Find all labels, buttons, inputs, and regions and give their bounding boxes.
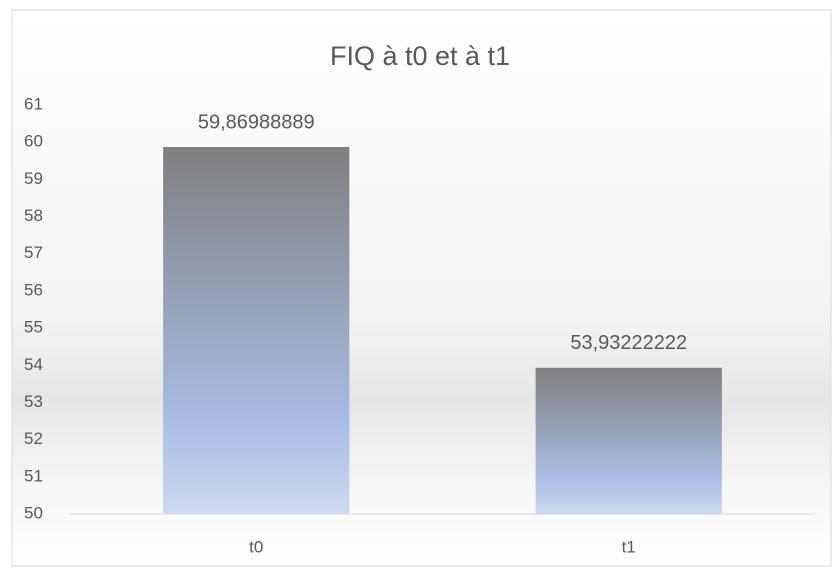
- y-tick-label: 60: [24, 132, 43, 151]
- y-tick-label: 53: [24, 392, 43, 411]
- y-tick-label: 52: [24, 429, 43, 448]
- data-label: 53,93222222: [570, 332, 687, 354]
- y-tick-label: 51: [24, 466, 43, 485]
- y-tick-label: 55: [24, 318, 43, 337]
- bar: [535, 367, 722, 514]
- y-tick-label: 59: [24, 169, 43, 188]
- bar: [163, 147, 350, 514]
- data-label: 59,86988889: [198, 111, 315, 133]
- y-tick-label: 61: [24, 94, 43, 113]
- y-tick-label: 50: [24, 503, 43, 522]
- y-tick-label: 57: [24, 243, 43, 262]
- x-tick-label: t0: [249, 537, 263, 556]
- x-tick-label: t1: [622, 537, 636, 556]
- y-tick-label: 56: [24, 280, 43, 299]
- chart-title: FIQ à t0 et à t1: [330, 41, 510, 71]
- y-tick-label: 54: [24, 355, 43, 374]
- y-tick-label: 58: [24, 206, 43, 225]
